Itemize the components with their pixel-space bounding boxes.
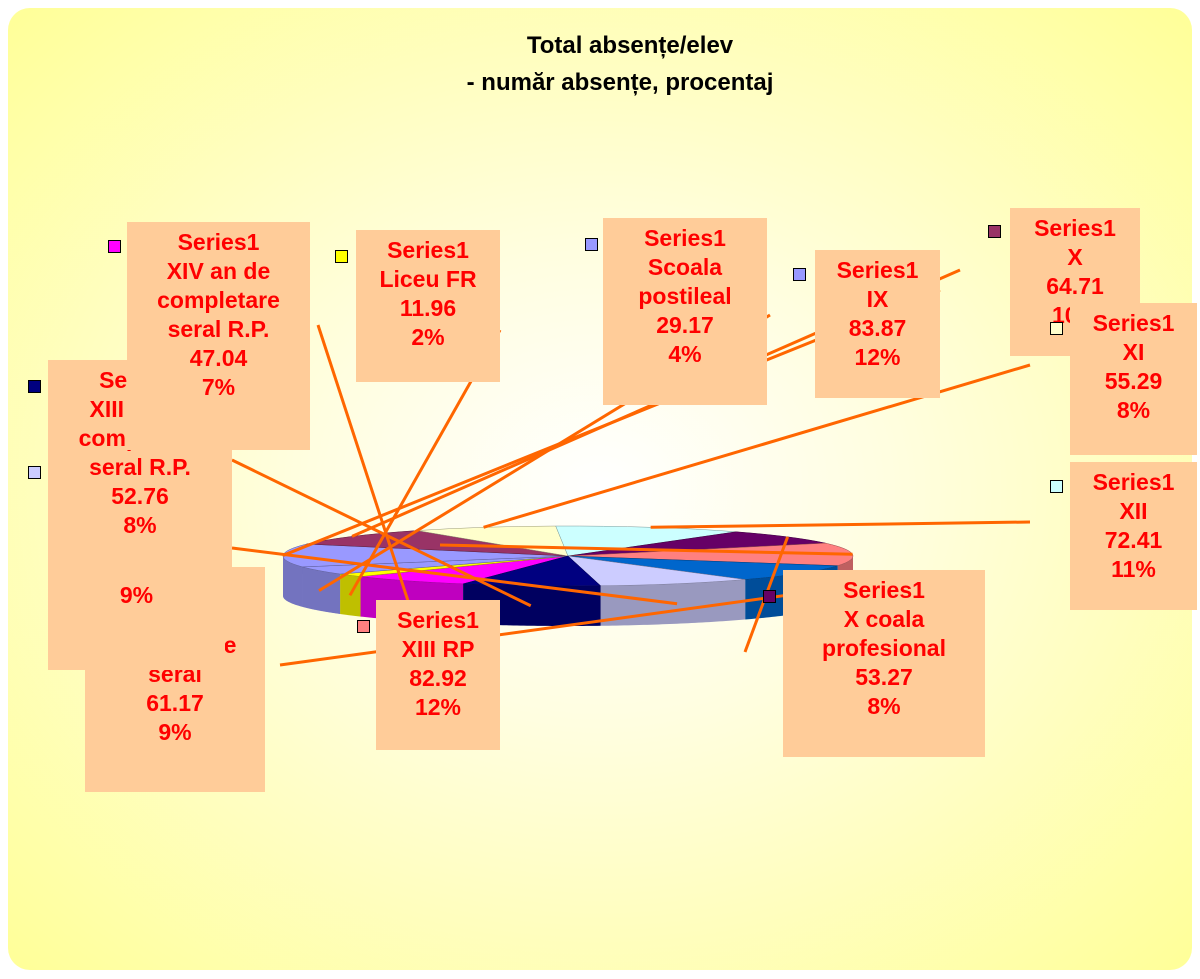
- data-label: Series1 IX 83.87 12%: [815, 250, 940, 398]
- label-line: X: [1067, 244, 1083, 270]
- label-line: 7%: [201, 374, 236, 400]
- legend-key: [28, 380, 41, 393]
- leader-line: [231, 546, 678, 606]
- label-line: 8%: [1116, 397, 1151, 423]
- label-line: 12%: [414, 694, 462, 720]
- label-line: 9%: [119, 582, 154, 608]
- label-line: 64.71: [1046, 273, 1104, 299]
- legend-key: [1050, 480, 1063, 493]
- label-line: XIII RP: [401, 636, 475, 662]
- label-line: XI: [1122, 339, 1145, 365]
- legend-key: [357, 620, 370, 633]
- label-line: XII: [1119, 498, 1148, 524]
- label-line: IX: [866, 286, 889, 312]
- label-line: X coala profesional: [822, 606, 946, 661]
- chart-subtitle: - număr absențe, procentaj: [467, 69, 774, 96]
- label-line: 61.17: [146, 690, 204, 716]
- legend-key: [335, 250, 348, 263]
- pie-slice-side: [283, 556, 303, 607]
- data-label: Series1 Liceu FR 11.96 2%: [356, 230, 500, 382]
- chart-title: Total absențe/elev: [527, 32, 734, 59]
- legend-key: [988, 225, 1001, 238]
- label-line: Liceu FR: [379, 266, 477, 292]
- label-line: 72.41: [1104, 527, 1163, 553]
- label-line: XIV an de completare seral R.P.: [157, 258, 280, 342]
- label-line: 52.76: [111, 483, 169, 509]
- leader-line: [279, 591, 801, 667]
- label-line: 83.87: [848, 315, 907, 341]
- legend-key: [585, 238, 598, 251]
- label-line: Series1: [1034, 215, 1116, 241]
- label-line: 9%: [158, 719, 192, 745]
- label-line: 12%: [854, 344, 901, 370]
- leader-line: [650, 520, 1031, 529]
- data-label: Series1 XIII RP 82.92 12%: [376, 600, 500, 750]
- label-line: 11.96: [399, 295, 457, 321]
- data-label: Series1 XII 72.41 11%: [1070, 462, 1197, 610]
- label-line: Series1: [387, 237, 469, 263]
- label-line: 4%: [668, 341, 702, 367]
- label-line: 8%: [123, 512, 157, 538]
- label-line: 11%: [1111, 556, 1156, 582]
- label-line: Series1: [177, 229, 260, 255]
- label-line: Series1: [1092, 310, 1175, 336]
- legend-key: [763, 590, 776, 603]
- pie-slice: [360, 555, 569, 585]
- label-line: Series1: [1092, 469, 1175, 495]
- label-line: Scoala postileal: [638, 254, 732, 309]
- legend-key: [793, 268, 806, 281]
- label-line: Series1: [397, 607, 479, 633]
- label-line: Series1: [843, 577, 925, 603]
- leader-line: [231, 458, 532, 608]
- legend-key: [108, 240, 121, 253]
- pie: [282, 525, 854, 626]
- label-line: 2%: [411, 324, 445, 350]
- legend-key: [1050, 322, 1063, 335]
- pie-slice: [567, 555, 746, 587]
- label-line: 82.92: [409, 665, 467, 691]
- label-line: 47.04: [189, 345, 248, 371]
- label-line: Series1: [836, 257, 919, 283]
- label-line: 55.29: [1104, 368, 1163, 394]
- label-line: 29.17: [656, 312, 714, 338]
- label-line: Series1: [644, 225, 726, 251]
- data-label: Series1 Scoala postileal 29.17 4%: [603, 218, 767, 405]
- data-label: Series1 XI 55.29 8%: [1070, 303, 1197, 455]
- data-label: Series1 XIV an de completare seral R.P. 47…: [127, 222, 310, 450]
- leader-line: [316, 324, 410, 602]
- legend-key: [28, 466, 41, 479]
- label-line: 53.27: [855, 664, 913, 690]
- data-label: Series1 X coala profesional 53.27 8%: [783, 570, 985, 757]
- label-line: 8%: [867, 693, 901, 719]
- leader-line: [439, 543, 853, 556]
